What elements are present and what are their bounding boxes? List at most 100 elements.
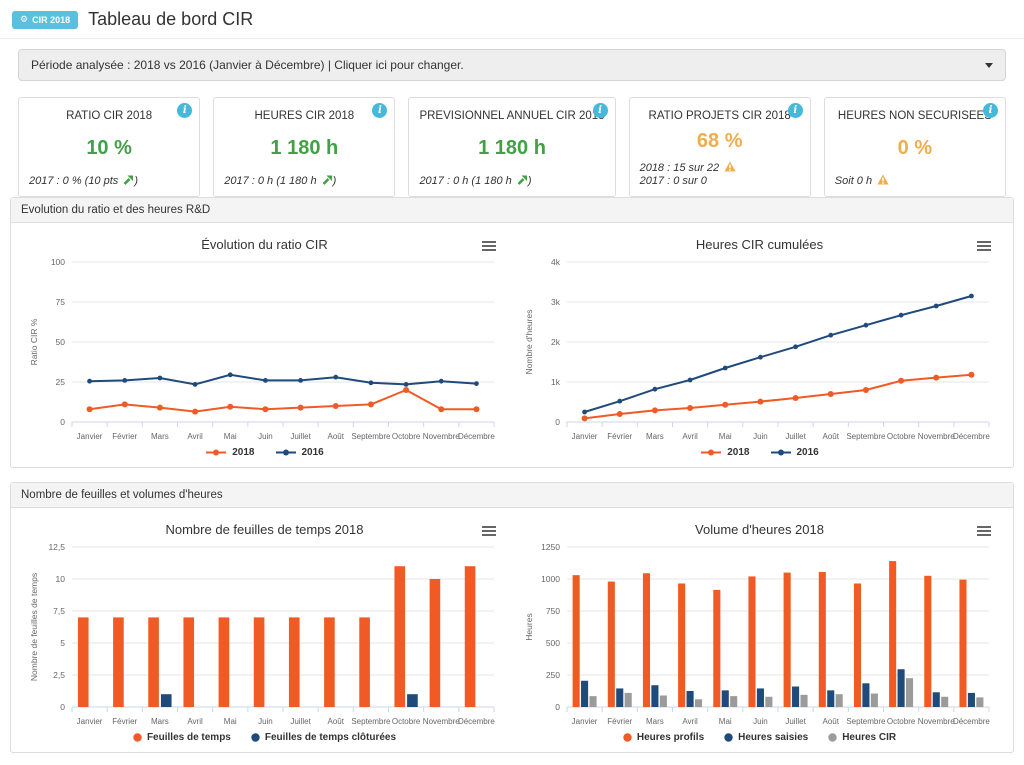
svg-text:Février: Février (607, 717, 632, 726)
legend-line-marker (206, 449, 227, 456)
legend-item[interactable]: 2018 (700, 447, 750, 458)
chart-volume-heures: Volume d'heures 2018 0 250 500 750 1000 1250 Ja… (512, 512, 1007, 748)
cir-badge[interactable]: ⚙ CIR 2018 (12, 10, 79, 29)
svg-text:5: 5 (60, 638, 65, 648)
svg-text:Février: Février (112, 432, 137, 441)
svg-text:2k: 2k (551, 337, 561, 347)
hamburger-icon-bar (977, 534, 991, 536)
svg-text:Août: Août (327, 432, 344, 441)
svg-text:Janvier: Janvier (76, 717, 102, 726)
svg-text:Août: Août (327, 717, 344, 726)
svg-text:Juillet: Juillet (290, 432, 311, 441)
svg-text:Juin: Juin (753, 717, 768, 726)
kpi-cards-row: i RATIO CIR 2018 10 % 2017 : 0 % (10 pts ) i… (18, 97, 1007, 197)
svg-text:Mai: Mai (223, 717, 236, 726)
period-selector[interactable]: Période analysée : 2018 vs 2016 (Janvier… (18, 49, 1006, 81)
chart-title: Nombre de feuilles de temps 2018 (165, 522, 364, 537)
legend-item[interactable]: Feuilles de temps (133, 732, 231, 743)
svg-text:Juillet: Juillet (785, 432, 806, 441)
svg-text:Novembre: Novembre (422, 432, 459, 441)
section-header-feuilles: Nombre de feuilles et volumes d'heures (11, 483, 1013, 508)
chart-context-menu-button[interactable] (482, 524, 496, 538)
trend-up-icon (322, 175, 332, 186)
svg-text:Juillet: Juillet (785, 717, 806, 726)
svg-text:Mars: Mars (151, 717, 169, 726)
hamburger-icon-bar (482, 241, 496, 243)
info-icon[interactable]: i (787, 103, 803, 118)
info-icon[interactable]: i (592, 103, 608, 118)
svg-text:3k: 3k (551, 297, 561, 307)
hamburger-icon-bar (482, 249, 496, 251)
svg-text:Janvier: Janvier (571, 717, 597, 726)
panel-evolution: Evolution du ratio et des heures R&D Évo… (10, 197, 1014, 468)
svg-text:0: 0 (555, 702, 560, 712)
svg-text:Heures: Heures (524, 613, 534, 640)
hamburger-icon-bar (977, 530, 991, 532)
hamburger-icon-bar (482, 534, 496, 536)
legend-item[interactable]: Heures saisies (724, 732, 808, 743)
chart-legend: 2018 2016 (19, 447, 510, 458)
svg-text:Janvier: Janvier (571, 432, 597, 441)
svg-text:Septembre: Septembre (351, 432, 391, 441)
legend-dot-marker (623, 733, 632, 742)
svg-text:75: 75 (55, 297, 65, 307)
kpi-card-value: 10 % (86, 136, 132, 159)
kpi-card-title: PREVISIONNEL ANNUEL CIR 2018 (419, 110, 605, 122)
panel-body-feuilles: Nombre de feuilles de temps 2018 0 2,5 5 7,5… (11, 508, 1013, 752)
svg-text:500: 500 (545, 638, 559, 648)
legend-item[interactable]: 2018 (205, 447, 255, 458)
kpi-card-5: i HEURES NON SECURISEES 0 % Soit 0 h (823, 97, 1007, 197)
legend-item[interactable]: 2016 (770, 447, 819, 458)
hamburger-icon-bar (977, 245, 991, 247)
legend-item[interactable]: 2016 (275, 447, 324, 458)
svg-text:7,5: 7,5 (53, 606, 65, 616)
info-icon[interactable]: i (177, 103, 193, 118)
svg-text:Nombre d'heures: Nombre d'heures (524, 310, 534, 375)
chart-plot-area: 0 1k 2k 3k 4k Janvier Février Mars Avril Mai Juin J… (524, 257, 990, 441)
svg-text:Novembre: Novembre (422, 717, 459, 726)
legend-line-marker (275, 449, 296, 456)
chart-context-menu-button[interactable] (977, 524, 991, 538)
kpi-card-footer: 2017 : 0 h (1 180 h ) (224, 174, 384, 189)
badge-label: CIR 2018 (32, 14, 71, 25)
svg-text:Nombre de feuilles de temps: Nombre de feuilles de temps (29, 573, 39, 681)
page-title: Tableau de bord CIR (88, 9, 254, 29)
info-icon[interactable]: i (983, 103, 999, 118)
legend-dot-marker (828, 733, 837, 742)
svg-text:Septembre: Septembre (846, 717, 886, 726)
kpi-card-footer: 2017 : 0 h (1 180 h ) (419, 174, 604, 189)
info-icon[interactable]: i (372, 103, 388, 118)
chart-context-menu-button[interactable] (482, 239, 496, 253)
svg-text:Mai: Mai (223, 432, 236, 441)
svg-text:Mai: Mai (718, 432, 731, 441)
svg-text:Juin: Juin (258, 432, 273, 441)
svg-text:10: 10 (55, 574, 65, 584)
svg-text:Avril: Avril (682, 717, 698, 726)
svg-text:Février: Février (607, 432, 632, 441)
svg-text:1k: 1k (551, 377, 561, 387)
chart-title: Heures CIR cumulées (695, 237, 824, 252)
chart-plot-area: 0 2,5 5 7,5 10 12,5 Janvier Février Mars Avril Mai… (29, 542, 495, 726)
svg-text:25: 25 (55, 377, 65, 387)
kpi-footer-line: 2017 : 0 % (10 pts ) (29, 175, 139, 188)
trend-up-icon (123, 175, 134, 186)
chart-legend: Heures profils Heures saisies Heures CIR (514, 732, 1005, 743)
legend-item[interactable]: Feuilles de temps clôturées (251, 732, 396, 743)
legend-item[interactable]: Heures CIR (828, 732, 896, 743)
hamburger-icon-bar (977, 249, 991, 251)
chart-heures-cumulees: Heures CIR cumulées 0 1k 2k 3k 4k Janvier Févri… (512, 227, 1007, 463)
svg-text:Mars: Mars (646, 717, 664, 726)
warning-icon (877, 174, 889, 185)
svg-text:Octobre: Octobre (886, 432, 915, 441)
svg-text:Avril: Avril (682, 432, 698, 441)
chevron-down-icon (985, 62, 993, 68)
kpi-card-title: HEURES CIR 2018 (254, 110, 355, 122)
svg-text:Décembre: Décembre (457, 717, 494, 726)
chart-context-menu-button[interactable] (977, 239, 991, 253)
chart-title: Évolution du ratio CIR (201, 237, 328, 252)
period-text: Période analysée : 2018 vs 2016 (Janvier… (31, 58, 464, 72)
svg-text:Juin: Juin (258, 717, 273, 726)
trend-up-icon (517, 175, 527, 186)
legend-item[interactable]: Heures profils (623, 732, 704, 743)
kpi-card-footer: Soit 0 h (835, 174, 995, 189)
